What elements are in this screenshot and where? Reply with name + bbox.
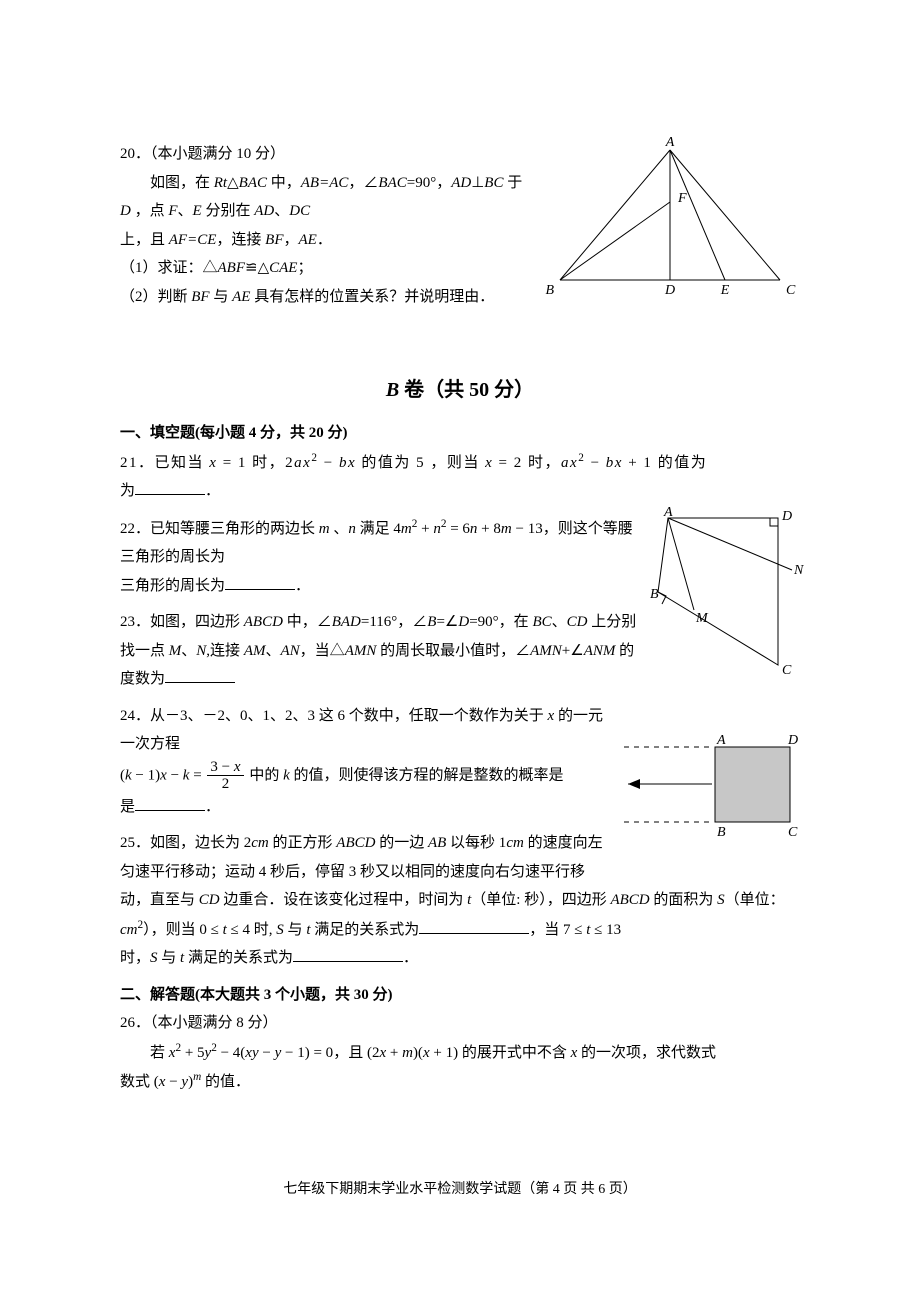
fill-header: 一、填空题(每小题 4 分，共 20 分) (120, 419, 800, 448)
q25-figure: A D B C (620, 732, 800, 863)
blank (293, 946, 403, 962)
q26-number: 26．（本小题满分 8 分） (120, 1009, 800, 1038)
section-b-title: B 卷（共 50 分） (120, 371, 800, 409)
blank (135, 479, 205, 495)
svg-text:A: A (665, 135, 675, 150)
svg-text:C: C (788, 825, 798, 840)
svg-text:B: B (717, 825, 726, 840)
svg-text:D: D (781, 509, 792, 524)
q20-figure: A B C D E F (540, 140, 800, 311)
svg-text:D: D (787, 733, 798, 748)
svg-text:D: D (664, 283, 675, 298)
blank (225, 574, 295, 590)
svg-text:B: B (650, 587, 659, 602)
page-footer: 七年级下期期末学业水平检测数学试题（第 4 页 共 6 页） (120, 1177, 800, 1204)
svg-text:E: E (720, 283, 730, 298)
svg-text:M: M (695, 611, 709, 626)
svg-text:C: C (782, 663, 792, 678)
blank (165, 667, 235, 683)
q23-figure: A D B C M N (650, 510, 800, 691)
svg-text:C: C (786, 283, 796, 298)
svg-text:F: F (677, 191, 687, 206)
blank (419, 918, 529, 934)
svg-text:A: A (663, 505, 673, 520)
svg-text:N: N (793, 563, 804, 578)
svg-text:B: B (545, 283, 554, 298)
svg-text:A: A (716, 733, 726, 748)
solve-header: 二、解答题(本大题共 3 个小题，共 30 分) (120, 981, 800, 1010)
question-20: A B C D E F 20．（本小题满分 10 分） 如图，在 Rt△BAC … (120, 140, 800, 311)
blank (135, 795, 205, 811)
question-21: 21．已知当 x = 1 时，2ax2 − bx 的值为 5 ，则当 x = 2… (120, 448, 800, 506)
question-26: 26．（本小题满分 8 分） 若 x2 + 5y2 − 4(xy − y − 1… (120, 1009, 800, 1097)
